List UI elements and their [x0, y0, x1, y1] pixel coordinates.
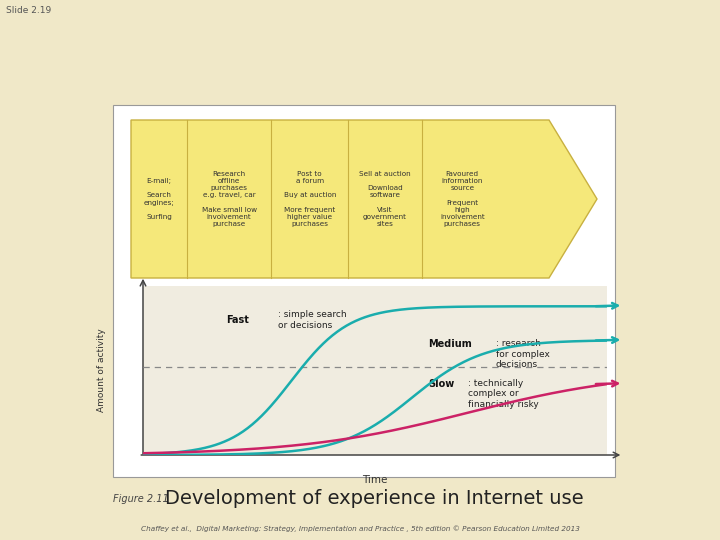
Text: Figure 2.11: Figure 2.11 [113, 494, 168, 504]
Text: Time: Time [362, 475, 387, 485]
Text: Slow: Slow [428, 379, 454, 389]
Text: Chaffey et al.,  Digital Marketing: Strategy, Implementation and Practice , 5th : Chaffey et al., Digital Marketing: Strat… [140, 525, 580, 532]
Text: : research
for complex
decisions: : research for complex decisions [495, 339, 549, 369]
Text: E-mail;

Search
engines;

Surfing: E-mail; Search engines; Surfing [144, 178, 174, 220]
Text: Research
offline
purchases
e.g. travel, car

Make small low
involvement
purchase: Research offline purchases e.g. travel, … [202, 171, 257, 227]
Text: Medium: Medium [428, 339, 472, 349]
Polygon shape [131, 120, 597, 278]
Bar [113, 105, 615, 477]
Text: Amount of activity: Amount of activity [96, 329, 106, 413]
Text: Sell at auction

Download
software

Visit
government
sites: Sell at auction Download software Visit … [359, 171, 410, 227]
Text: : simple search
or decisions: : simple search or decisions [278, 310, 346, 329]
Text: Fast: Fast [227, 315, 249, 325]
Text: Post to
a forum

Buy at auction

More frequent
higher value
purchases: Post to a forum Buy at auction More freq… [284, 171, 336, 227]
Text: Development of experience in Internet use: Development of experience in Internet us… [165, 489, 584, 509]
Text: Favoured
information
source

Frequent
high
involvement
purchases: Favoured information source Frequent hig… [440, 171, 485, 227]
Text: Slide 2.19: Slide 2.19 [6, 6, 51, 15]
Text: : technically
complex or
financially risky: : technically complex or financially ris… [468, 379, 539, 409]
